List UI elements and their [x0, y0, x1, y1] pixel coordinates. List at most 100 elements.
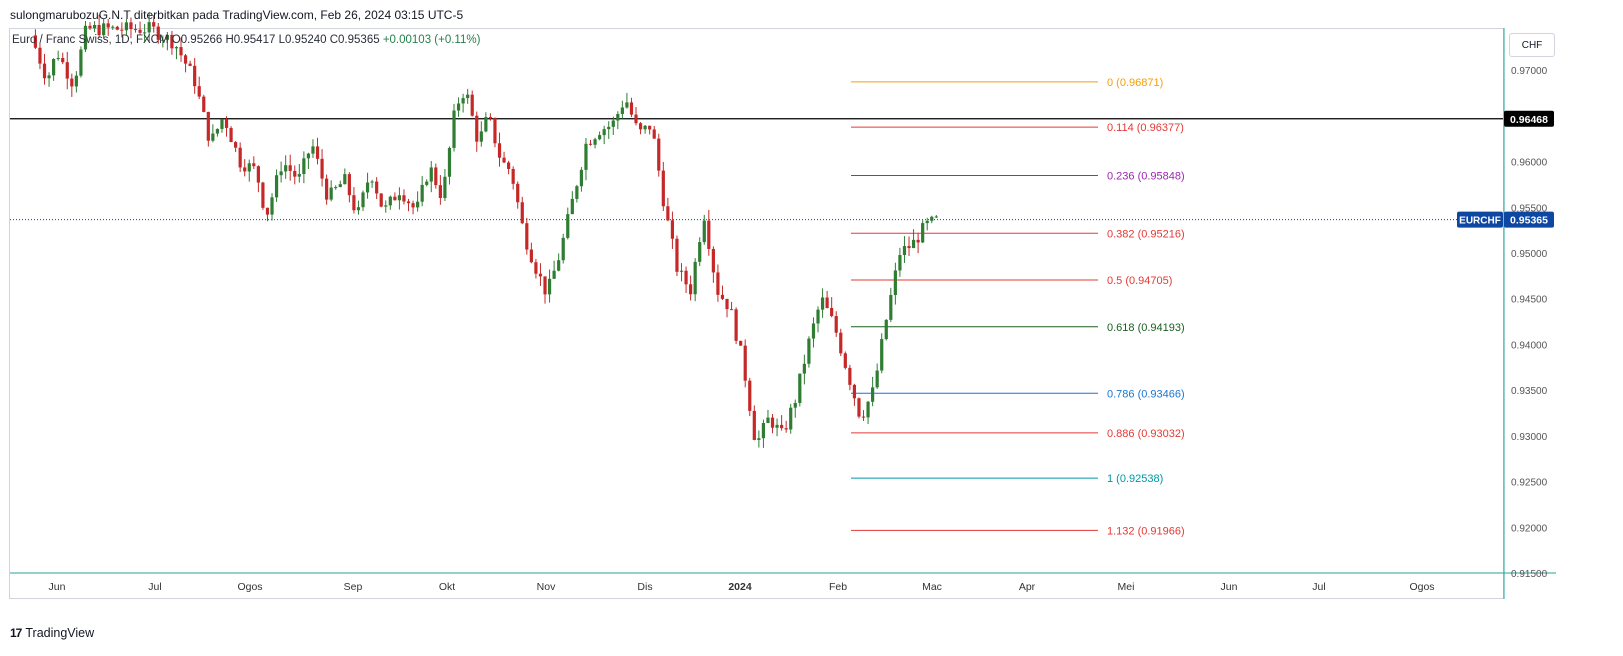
candle[interactable]: [516, 181, 520, 209]
candle[interactable]: [197, 76, 201, 100]
candle[interactable]: [675, 235, 679, 277]
candle[interactable]: [416, 191, 420, 212]
candle[interactable]: [434, 163, 438, 189]
candle[interactable]: [702, 214, 706, 245]
candle[interactable]: [584, 137, 588, 181]
candle[interactable]: [156, 23, 160, 44]
candle[interactable]: [629, 97, 634, 118]
candle[interactable]: [361, 190, 365, 211]
candle[interactable]: [202, 94, 206, 113]
candle[interactable]: [848, 364, 852, 391]
candle[interactable]: [775, 418, 779, 437]
candle[interactable]: [379, 193, 383, 208]
candle[interactable]: [138, 21, 142, 35]
candle[interactable]: [602, 125, 606, 145]
candle[interactable]: [638, 122, 643, 135]
candle[interactable]: [479, 121, 483, 147]
candle[interactable]: [875, 363, 879, 389]
candle[interactable]: [220, 118, 224, 133]
candle[interactable]: [830, 297, 834, 318]
candle[interactable]: [739, 340, 743, 346]
candle[interactable]: [793, 399, 797, 418]
candle[interactable]: [111, 25, 115, 30]
candle[interactable]: [265, 207, 270, 222]
candle[interactable]: [757, 430, 761, 448]
candle[interactable]: [47, 72, 51, 87]
candle[interactable]: [306, 152, 311, 169]
candle[interactable]: [698, 237, 702, 267]
candle[interactable]: [925, 217, 929, 231]
candle[interactable]: [402, 189, 406, 205]
candle[interactable]: [689, 275, 693, 301]
candle[interactable]: [921, 220, 925, 244]
candle[interactable]: [338, 180, 342, 188]
candle[interactable]: [152, 15, 156, 33]
candle[interactable]: [593, 137, 597, 149]
candle[interactable]: [761, 419, 766, 448]
candle[interactable]: [579, 167, 584, 192]
candle[interactable]: [566, 207, 570, 240]
candle[interactable]: [729, 301, 734, 311]
candle[interactable]: [92, 21, 97, 33]
candle[interactable]: [484, 112, 488, 133]
candle[interactable]: [274, 169, 279, 202]
candle[interactable]: [183, 53, 188, 73]
candle[interactable]: [461, 93, 465, 113]
candle[interactable]: [74, 71, 78, 93]
candle[interactable]: [470, 90, 474, 117]
candle[interactable]: [215, 128, 220, 137]
candle[interactable]: [83, 20, 88, 53]
candle[interactable]: [557, 253, 561, 272]
candle[interactable]: [607, 121, 611, 139]
candle[interactable]: [684, 266, 688, 293]
candle[interactable]: [497, 132, 502, 167]
candle[interactable]: [206, 111, 210, 147]
candle[interactable]: [61, 52, 65, 65]
candle[interactable]: [193, 58, 197, 94]
candle[interactable]: [284, 155, 288, 179]
candle[interactable]: [65, 51, 69, 90]
candle[interactable]: [538, 263, 543, 287]
candle[interactable]: [825, 290, 829, 309]
candle[interactable]: [525, 217, 529, 255]
candle[interactable]: [507, 160, 511, 175]
candle[interactable]: [520, 196, 524, 225]
candle[interactable]: [120, 22, 124, 38]
candle[interactable]: [839, 328, 843, 357]
candle[interactable]: [311, 139, 315, 158]
candle[interactable]: [911, 229, 916, 249]
candle[interactable]: [893, 262, 897, 305]
candle[interactable]: [570, 191, 574, 215]
candle[interactable]: [716, 264, 720, 302]
candle[interactable]: [766, 409, 770, 424]
candle[interactable]: [293, 165, 297, 185]
candle[interactable]: [425, 179, 429, 187]
candle[interactable]: [916, 232, 920, 254]
candle[interactable]: [438, 175, 442, 205]
candle[interactable]: [261, 181, 265, 210]
candle[interactable]: [211, 124, 215, 143]
candle[interactable]: [588, 139, 593, 146]
candle[interactable]: [679, 263, 684, 282]
candle[interactable]: [129, 17, 133, 39]
candle[interactable]: [898, 247, 902, 277]
candle[interactable]: [365, 172, 370, 199]
candle[interactable]: [170, 30, 174, 55]
candle[interactable]: [174, 46, 179, 60]
candle[interactable]: [620, 100, 624, 119]
candle[interactable]: [834, 311, 838, 337]
candle[interactable]: [547, 269, 552, 303]
candle[interactable]: [347, 172, 351, 203]
candle[interactable]: [297, 163, 301, 183]
candle[interactable]: [320, 149, 324, 187]
candle[interactable]: [456, 97, 461, 117]
footer-brand[interactable]: 17 TradingView: [10, 626, 94, 640]
candle[interactable]: [807, 336, 811, 368]
candle[interactable]: [511, 166, 515, 190]
candle[interactable]: [816, 306, 820, 333]
candle[interactable]: [493, 117, 497, 148]
candle[interactable]: [79, 46, 83, 78]
candle[interactable]: [115, 25, 119, 31]
candle[interactable]: [106, 18, 110, 36]
candle[interactable]: [857, 397, 861, 419]
